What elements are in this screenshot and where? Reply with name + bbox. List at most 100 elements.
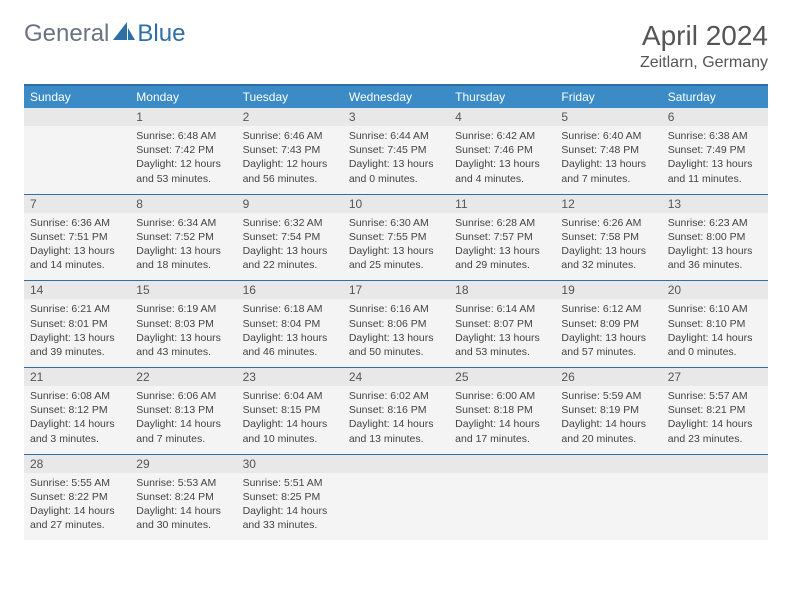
sunrise-text: Sunrise: 5:53 AM [136,476,230,490]
sunset-text: Sunset: 8:01 PM [30,317,124,331]
sunset-text: Sunset: 8:16 PM [349,403,443,417]
sunrise-text: Sunrise: 6:19 AM [136,302,230,316]
daynum-row: 14151617181920 [24,280,768,299]
day-number: 14 [24,281,130,299]
day-cell: Sunrise: 6:23 AMSunset: 8:00 PMDaylight:… [662,213,768,281]
sunset-text: Sunset: 8:10 PM [668,317,762,331]
day-number: 9 [237,195,343,213]
title-block: April 2024 Zeitlarn, Germany [640,20,768,72]
content-row: Sunrise: 6:21 AMSunset: 8:01 PMDaylight:… [24,299,768,367]
daylight-text: Daylight: 13 hours and 29 minutes. [455,244,549,272]
day-number: 13 [662,195,768,213]
sunrise-text: Sunrise: 6:34 AM [136,216,230,230]
sunset-text: Sunset: 8:07 PM [455,317,549,331]
content-row: Sunrise: 5:55 AMSunset: 8:22 PMDaylight:… [24,473,768,541]
day-number: 23 [237,368,343,386]
logo-sail-icon [113,22,135,47]
day-cell [662,473,768,541]
daylight-text: Daylight: 14 hours and 20 minutes. [561,417,655,445]
sunrise-text: Sunrise: 6:30 AM [349,216,443,230]
daylight-text: Daylight: 13 hours and 53 minutes. [455,331,549,359]
day-cell: Sunrise: 5:51 AMSunset: 8:25 PMDaylight:… [237,473,343,541]
day-cell: Sunrise: 6:10 AMSunset: 8:10 PMDaylight:… [662,299,768,367]
sunrise-text: Sunrise: 5:55 AM [30,476,124,490]
sunset-text: Sunset: 8:03 PM [136,317,230,331]
sunset-text: Sunset: 8:06 PM [349,317,443,331]
logo-text-general: General [24,20,109,48]
sunrise-text: Sunrise: 6:06 AM [136,389,230,403]
day-number: 10 [343,195,449,213]
daylight-text: Daylight: 14 hours and 33 minutes. [243,504,337,532]
day-cell: Sunrise: 5:53 AMSunset: 8:24 PMDaylight:… [130,473,236,541]
sunset-text: Sunset: 8:25 PM [243,490,337,504]
sunset-text: Sunset: 8:18 PM [455,403,549,417]
sunrise-text: Sunrise: 6:16 AM [349,302,443,316]
day-header: Saturday [662,86,768,108]
sunrise-text: Sunrise: 6:28 AM [455,216,549,230]
sunrise-text: Sunrise: 6:40 AM [561,129,655,143]
sunset-text: Sunset: 7:54 PM [243,230,337,244]
daylight-text: Daylight: 14 hours and 27 minutes. [30,504,124,532]
daylight-text: Daylight: 13 hours and 11 minutes. [668,157,762,185]
sunset-text: Sunset: 7:48 PM [561,143,655,157]
day-header: Tuesday [237,86,343,108]
sunrise-text: Sunrise: 6:12 AM [561,302,655,316]
day-number: 12 [555,195,661,213]
sunrise-text: Sunrise: 6:26 AM [561,216,655,230]
day-number: 1 [130,108,236,126]
sunrise-text: Sunrise: 6:21 AM [30,302,124,316]
day-number: 2 [237,108,343,126]
daynum-row: 21222324252627 [24,367,768,386]
sunrise-text: Sunrise: 6:00 AM [455,389,549,403]
sunrise-text: Sunrise: 6:10 AM [668,302,762,316]
day-header: Thursday [449,86,555,108]
sunrise-text: Sunrise: 5:51 AM [243,476,337,490]
day-cell [24,126,130,194]
sunset-text: Sunset: 8:15 PM [243,403,337,417]
day-cell: Sunrise: 6:00 AMSunset: 8:18 PMDaylight:… [449,386,555,454]
day-cell: Sunrise: 6:32 AMSunset: 7:54 PMDaylight:… [237,213,343,281]
header: General Blue April 2024 Zeitlarn, German… [0,0,792,80]
day-number: 16 [237,281,343,299]
sunset-text: Sunset: 7:46 PM [455,143,549,157]
daylight-text: Daylight: 13 hours and 7 minutes. [561,157,655,185]
day-cell: Sunrise: 6:16 AMSunset: 8:06 PMDaylight:… [343,299,449,367]
sunset-text: Sunset: 8:13 PM [136,403,230,417]
daylight-text: Daylight: 13 hours and 18 minutes. [136,244,230,272]
day-number: 17 [343,281,449,299]
daylight-text: Daylight: 13 hours and 39 minutes. [30,331,124,359]
sunset-text: Sunset: 7:42 PM [136,143,230,157]
day-cell: Sunrise: 6:02 AMSunset: 8:16 PMDaylight:… [343,386,449,454]
sunset-text: Sunset: 8:00 PM [668,230,762,244]
month-title: April 2024 [640,20,768,52]
daylight-text: Daylight: 12 hours and 56 minutes. [243,157,337,185]
day-cell: Sunrise: 6:18 AMSunset: 8:04 PMDaylight:… [237,299,343,367]
logo-text-blue: Blue [137,20,185,48]
content-row: Sunrise: 6:36 AMSunset: 7:51 PMDaylight:… [24,213,768,281]
sunset-text: Sunset: 7:49 PM [668,143,762,157]
daylight-text: Daylight: 13 hours and 14 minutes. [30,244,124,272]
day-number [343,455,449,473]
day-number: 26 [555,368,661,386]
day-cell: Sunrise: 6:26 AMSunset: 7:58 PMDaylight:… [555,213,661,281]
day-header: Sunday [24,86,130,108]
daylight-text: Daylight: 13 hours and 32 minutes. [561,244,655,272]
day-cell [449,473,555,541]
sunrise-text: Sunrise: 6:14 AM [455,302,549,316]
day-header: Friday [555,86,661,108]
sunrise-text: Sunrise: 6:48 AM [136,129,230,143]
sunset-text: Sunset: 8:24 PM [136,490,230,504]
day-number: 8 [130,195,236,213]
sunset-text: Sunset: 7:57 PM [455,230,549,244]
sunrise-text: Sunrise: 6:08 AM [30,389,124,403]
daynum-row: 123456 [24,108,768,126]
day-cell: Sunrise: 6:44 AMSunset: 7:45 PMDaylight:… [343,126,449,194]
sunset-text: Sunset: 8:04 PM [243,317,337,331]
daylight-text: Daylight: 13 hours and 25 minutes. [349,244,443,272]
day-cell: Sunrise: 6:38 AMSunset: 7:49 PMDaylight:… [662,126,768,194]
daylight-text: Daylight: 14 hours and 13 minutes. [349,417,443,445]
daylight-text: Daylight: 13 hours and 36 minutes. [668,244,762,272]
sunrise-text: Sunrise: 6:18 AM [243,302,337,316]
daylight-text: Daylight: 13 hours and 46 minutes. [243,331,337,359]
day-header: Monday [130,86,236,108]
